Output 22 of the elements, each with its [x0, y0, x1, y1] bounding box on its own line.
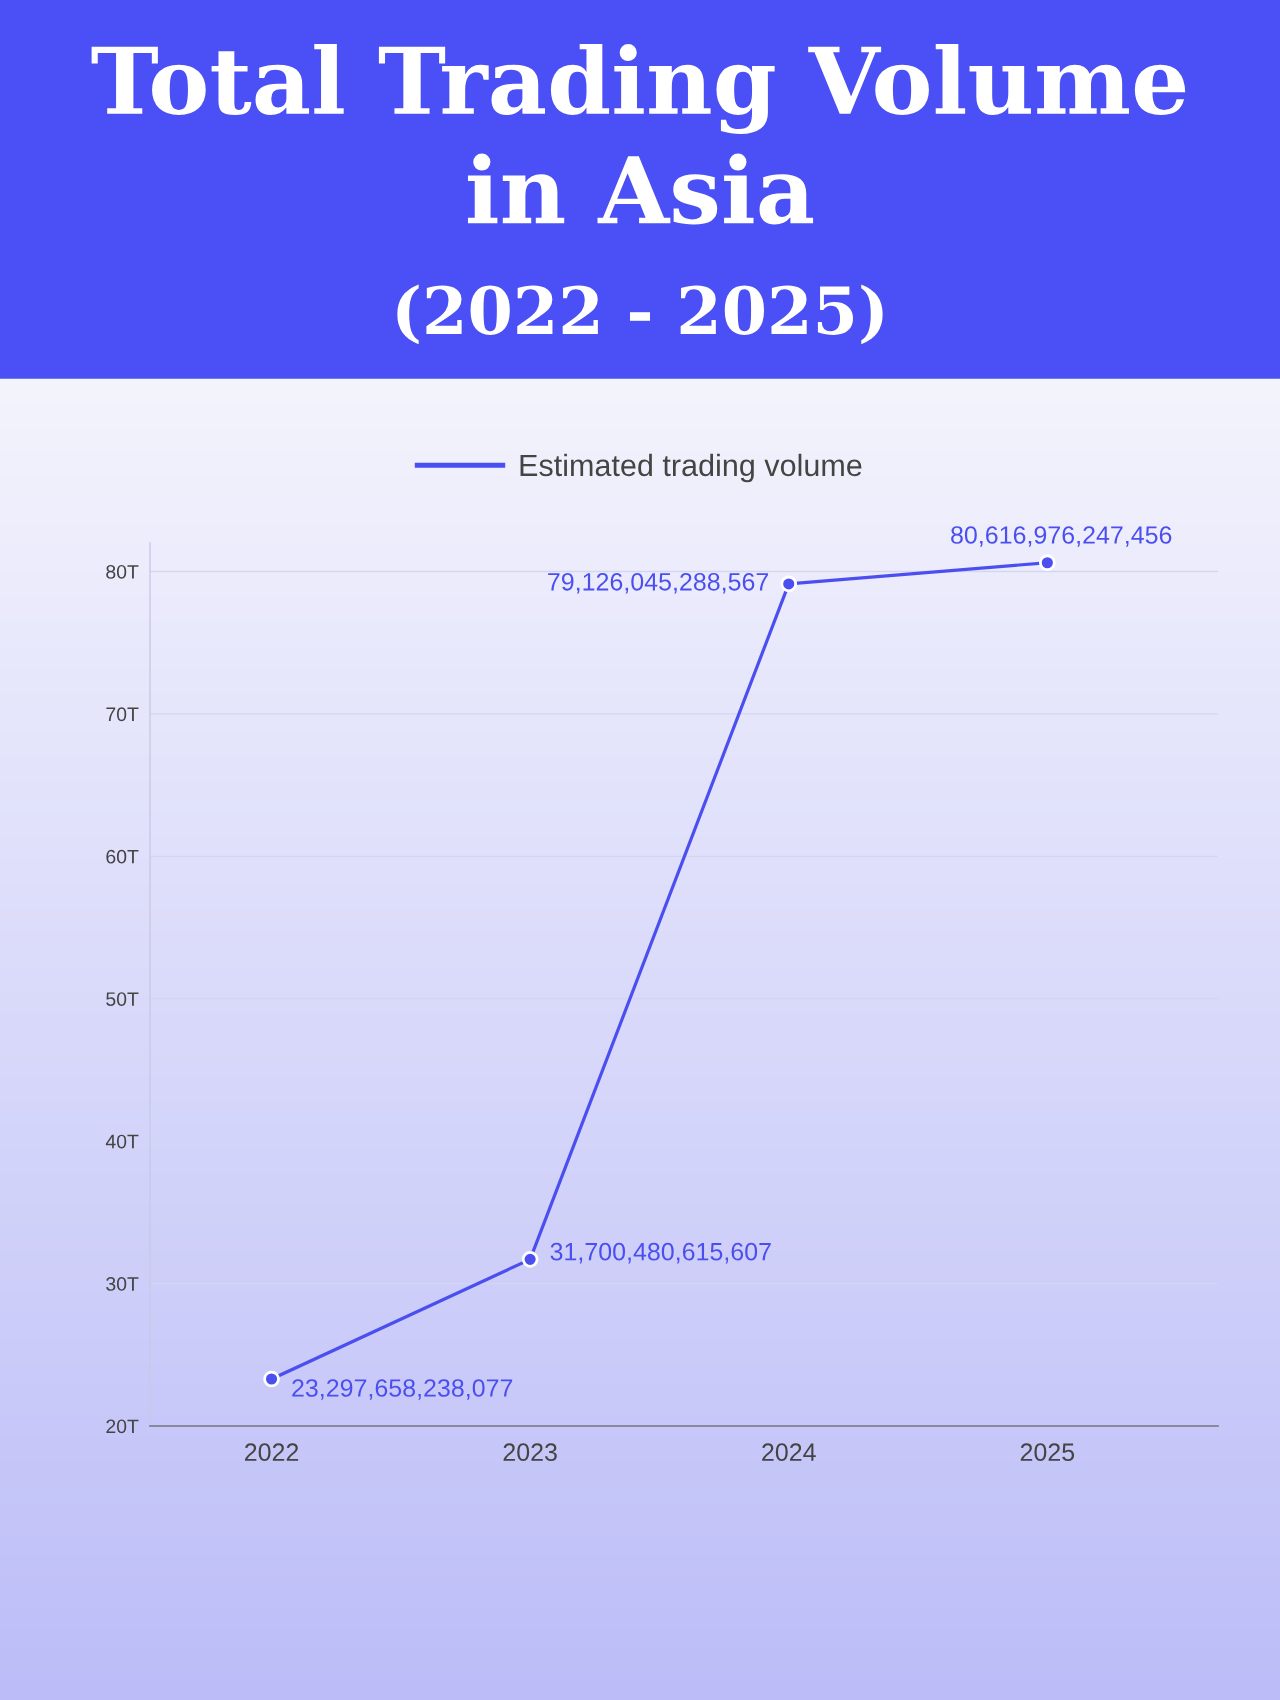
point: [1038, 554, 1056, 572]
y-tick-label: 40T: [105, 1134, 139, 1149]
y-tick-label: 50T: [106, 992, 139, 1006]
chart-title: Total Trading Volume in Asia: [91, 44, 1186, 225]
data-label: 80,616,976,247,456: [951, 526, 1172, 547]
point: [263, 1370, 280, 1388]
data-label: 23,297,658,238,077: [292, 1379, 513, 1400]
point: [521, 1251, 539, 1268]
legend-label: Estimated trading volume: [520, 453, 862, 483]
data-label: 79,126,045,288,567: [548, 572, 769, 594]
y-tick-label: 60T: [106, 849, 139, 864]
y-tick-label: 20T: [106, 1419, 139, 1434]
x-tick-label: 2025: [1020, 1443, 1075, 1462]
point: [780, 575, 798, 593]
chart-subtitle: (2022 - 2025): [397, 284, 883, 345]
x-tick-label: 2023: [503, 1443, 557, 1462]
data-label: 31,700,480,615,607: [550, 1242, 771, 1264]
x-tick-label: 2022: [244, 1443, 299, 1462]
y-tick-label: 30T: [106, 1277, 139, 1291]
x-tick-label: 2024: [762, 1443, 816, 1462]
y-tick-label: 80T: [106, 564, 139, 579]
y-tick-label: 70T: [106, 707, 139, 722]
